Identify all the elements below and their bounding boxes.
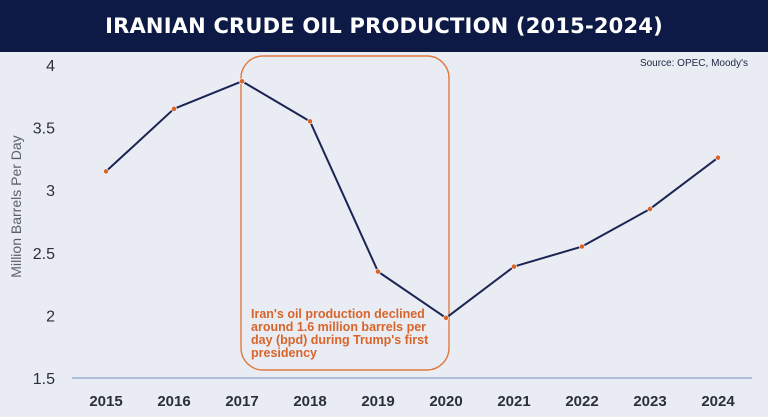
x-tick-label: 2016 [157,393,190,410]
data-point [579,243,585,250]
y-tick-label: 3 [46,183,55,200]
x-tick-label: 2015 [89,393,122,410]
y-tick-label: 4 [46,58,55,75]
x-tick-label: 2019 [361,393,394,410]
data-point [375,268,381,275]
x-tick-label: 2023 [633,393,666,410]
series-line [105,80,719,319]
x-tick-label: 2017 [225,393,258,410]
y-tick-label: 2.5 [33,246,55,263]
y-tick-label: 3.5 [33,121,55,138]
x-tick-label: 2020 [429,393,462,410]
chart-title: IRANIAN CRUDE OIL PRODUCTION (2015-2024) [105,14,663,38]
x-tick-label: 2018 [293,393,326,410]
source-note: Source: OPEC, Moody's [639,58,748,69]
x-tick-label: 2021 [497,393,530,410]
title-bar: IRANIAN CRUDE OIL PRODUCTION (2015-2024) [0,0,768,52]
data-point [715,154,721,161]
data-point [307,118,313,125]
y-axis-label: Million Barrels Per Day [8,135,24,277]
data-point [511,263,517,270]
x-tick-label: 2024 [701,393,735,410]
y-tick-label: 2 [46,308,55,325]
annotation-text: Iran's oil production declined around 1.… [251,307,429,360]
highlight-box [240,55,450,371]
y-tick-label: 1.5 [33,371,55,388]
x-tick-label: 2022 [565,393,598,410]
data-point [647,206,653,212]
data-point [171,105,177,112]
data-point [443,315,449,321]
data-point [103,168,109,175]
data-point [239,78,245,85]
